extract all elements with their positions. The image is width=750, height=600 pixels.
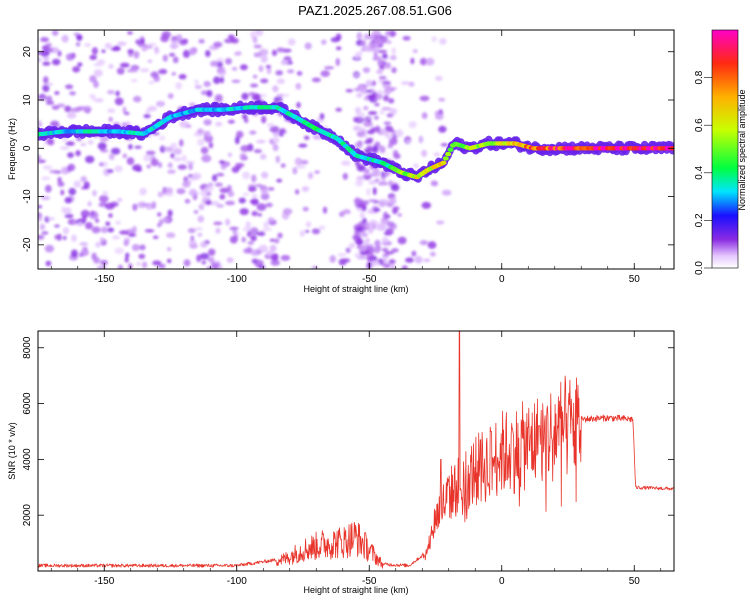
colorbar-frame — [711, 29, 739, 269]
colorbar-tick-label: 0.2 — [694, 213, 705, 227]
colorbar-tick-label: 0.4 — [694, 165, 705, 179]
colorbar: 0.0 0.2 0.4 0.6 0.8 Normalized spectral ampl… — [694, 29, 747, 275]
spectrogram-x-axis-label: Height of straight line (km) — [303, 284, 408, 294]
x-tick-label: 0 — [499, 576, 505, 587]
x-tick-label: 50 — [629, 274, 641, 285]
snr-frame — [37, 330, 675, 572]
y-tick-label: 6000 — [22, 392, 33, 415]
y-tick-label: -20 — [22, 237, 33, 252]
snr-y-axis-label: SNR (10 * v/v) — [7, 422, 17, 480]
snr-axes: -150 -100 -50 0 50 2000 4000 6000 8000 — [22, 331, 674, 587]
x-tick-label: 50 — [629, 576, 641, 587]
snr-series-line — [38, 331, 674, 569]
x-tick-label: 0 — [499, 274, 505, 285]
y-tick-label: 8000 — [22, 336, 33, 359]
spectrogram-frame — [37, 29, 675, 270]
spectral-ridge — [38, 100, 674, 183]
colorbar-ticks: 0.0 0.2 0.4 0.6 0.8 — [694, 70, 712, 275]
y-tick-label: 20 — [22, 46, 33, 58]
x-tick-label: -100 — [227, 576, 247, 587]
x-tick-label: -50 — [362, 274, 377, 285]
snr-panel: -150 -100 -50 0 50 2000 4000 6000 8000 Height of… — [7, 330, 675, 595]
noise-speckles — [38, 30, 452, 269]
x-tick-label: -150 — [94, 576, 114, 587]
figure-title: PAZ1.2025.267.08.51.G06 — [298, 3, 452, 18]
colorbar-label: Normalized spectral amplitude — [737, 89, 747, 210]
spectrogram-heatmap — [38, 30, 674, 269]
colorbar-tick-label: 0.6 — [694, 118, 705, 132]
y-tick-label: 0 — [22, 145, 33, 151]
colorbar-gradient — [712, 30, 738, 268]
y-tick-label: -10 — [22, 189, 33, 204]
y-tick-label: 2000 — [22, 504, 33, 527]
snr-x-axis-label: Height of straight line (km) — [303, 585, 408, 595]
x-tick-label: -150 — [94, 274, 114, 285]
y-tick-label: 10 — [22, 94, 33, 106]
colorbar-tick-label: 0.8 — [694, 70, 705, 84]
y-tick-label: 4000 — [22, 448, 33, 471]
spectrogram-y-axis-label: Frequency (Hz) — [7, 118, 17, 180]
x-tick-label: -50 — [362, 576, 377, 587]
x-tick-label: -100 — [227, 274, 247, 285]
colorbar-tick-label: 0.0 — [694, 261, 705, 275]
